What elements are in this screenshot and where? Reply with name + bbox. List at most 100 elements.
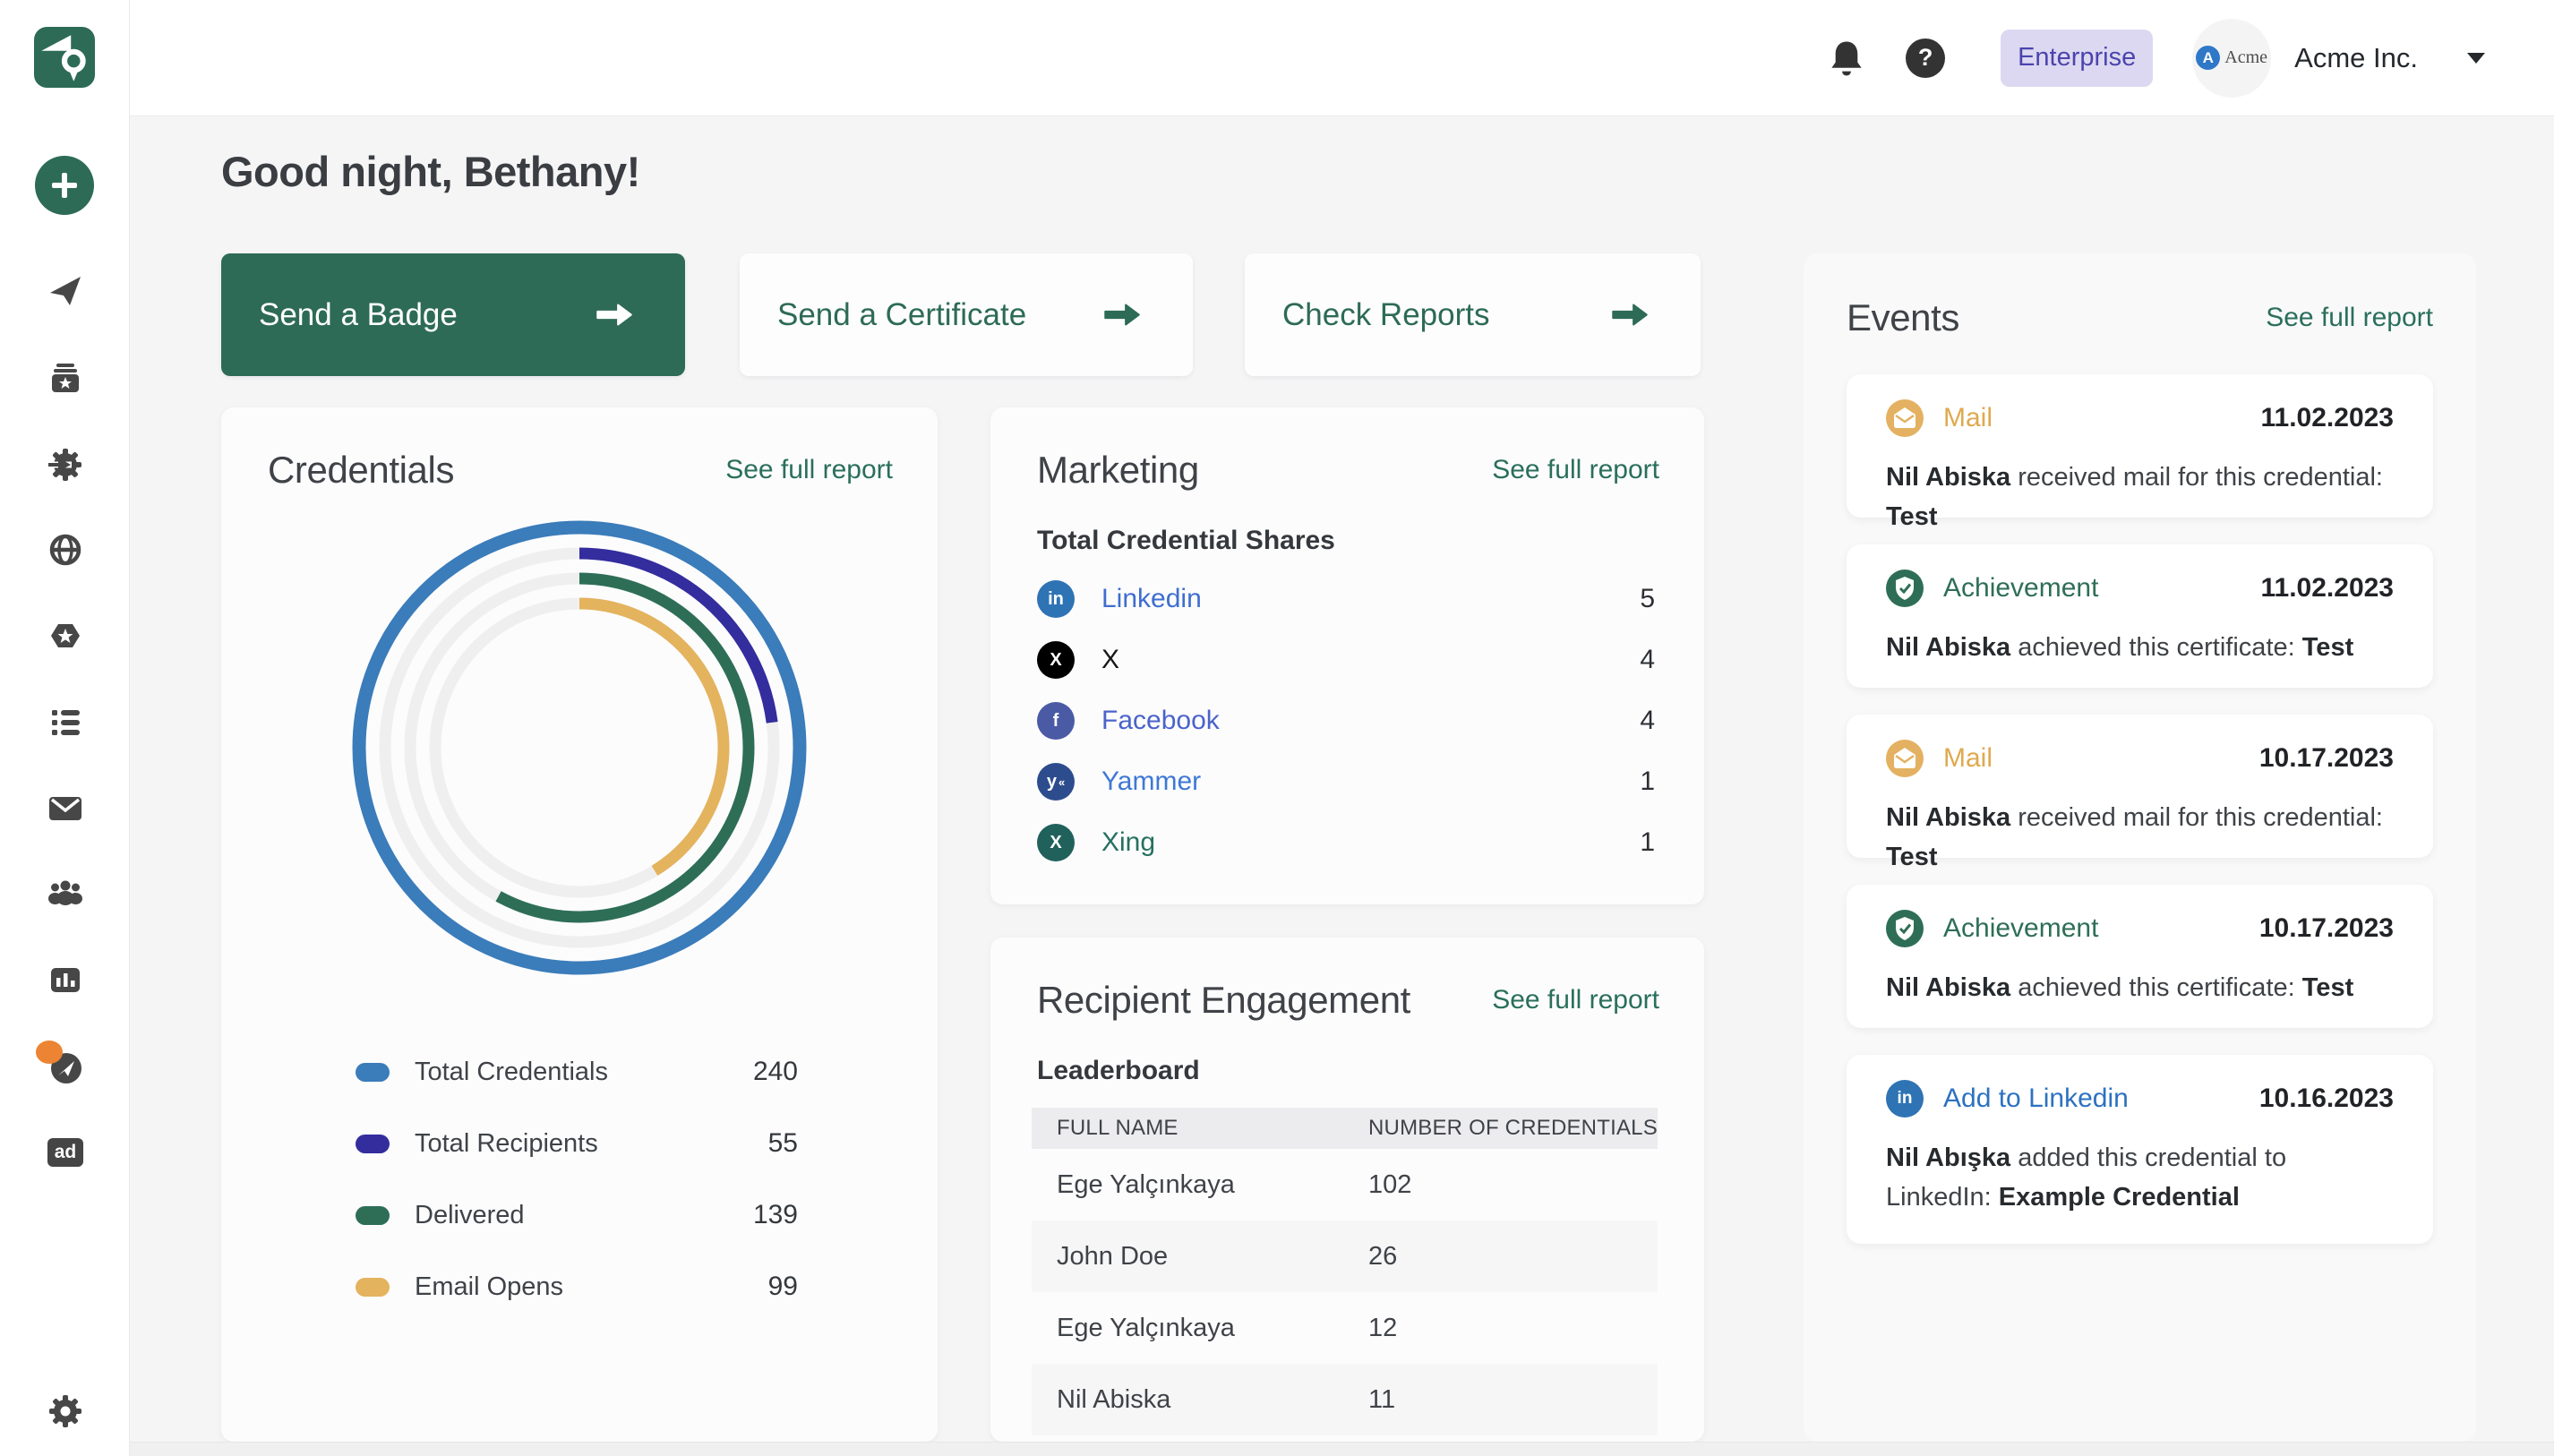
marketing-title: Marketing bbox=[1037, 449, 1199, 491]
share-count: 1 bbox=[1640, 827, 1655, 857]
credentials-card: Credentials See full report Total Creden… bbox=[221, 407, 938, 1442]
recipient-name: Ege Yalçınkaya bbox=[1057, 1313, 1235, 1342]
platform-link[interactable]: Facebook bbox=[1101, 706, 1220, 735]
legend-label: Total Recipients bbox=[415, 1128, 598, 1158]
app-logo-certificate-icon[interactable] bbox=[34, 27, 95, 88]
sidebar-item-ads[interactable]: ad bbox=[47, 1134, 84, 1171]
legend-item: Email Opens 99 bbox=[356, 1251, 798, 1323]
chevron-down-icon[interactable] bbox=[2464, 50, 2488, 66]
legend-value: 139 bbox=[752, 1200, 798, 1229]
xing-icon: X bbox=[1037, 824, 1075, 861]
legend-value: 99 bbox=[767, 1272, 798, 1301]
mail-icon bbox=[1886, 399, 1924, 437]
shield-check-icon bbox=[1886, 570, 1924, 607]
credentials-legend: Total Credentials 240 Total Recipients 5… bbox=[356, 1036, 798, 1323]
sidebar-item-send[interactable] bbox=[47, 272, 84, 310]
credentials-ring-chart bbox=[352, 520, 807, 975]
table-row: John Doe 26 bbox=[1032, 1220, 1658, 1292]
leaderboard-subtitle: Leaderboard bbox=[1037, 1056, 1200, 1085]
event-date: 11.02.2023 bbox=[2260, 573, 2395, 603]
sidebar-item-lists[interactable] bbox=[47, 704, 84, 741]
linkedin-icon: in bbox=[1886, 1080, 1924, 1118]
recipient-name: Ege Yalçınkaya bbox=[1057, 1169, 1235, 1199]
column-full-name: FULL NAME bbox=[1057, 1116, 1178, 1140]
bar-chart-icon bbox=[51, 968, 80, 992]
sidebar-item-recipients[interactable] bbox=[47, 873, 84, 911]
sidebar-item-settings[interactable] bbox=[47, 1392, 84, 1430]
event-type-label: Mail bbox=[1943, 743, 1993, 773]
event-description: Nil Abiska received mail for this creden… bbox=[1886, 463, 2383, 531]
create-plus-button[interactable] bbox=[35, 156, 94, 215]
share-count: 4 bbox=[1640, 706, 1655, 735]
mail-icon bbox=[1886, 740, 1924, 777]
send-badge-button[interactable]: Send a Badge bbox=[221, 253, 685, 376]
event-type-label: Add to Linkedin bbox=[1943, 1083, 2129, 1113]
sidebar-item-emails[interactable] bbox=[47, 790, 84, 827]
shield-check-icon bbox=[1886, 910, 1924, 947]
marketing-report-link[interactable]: See full report bbox=[1492, 455, 1659, 484]
platform-link[interactable]: Xing bbox=[1101, 827, 1156, 857]
credential-count: 102 bbox=[1368, 1169, 1412, 1199]
share-row-facebook: f Facebook 4 bbox=[1037, 690, 1655, 751]
facebook-icon: f bbox=[1037, 702, 1075, 740]
legend-swatch-yellow bbox=[356, 1277, 390, 1297]
event-date: 10.16.2023 bbox=[2258, 1083, 2394, 1113]
share-count: 4 bbox=[1640, 645, 1655, 674]
event-description: Nil Abiska achieved this certificate: Te… bbox=[1886, 973, 2354, 1002]
credential-count: 12 bbox=[1368, 1313, 1398, 1342]
ad-icon: ad bbox=[47, 1138, 83, 1167]
people-group-icon bbox=[48, 880, 82, 905]
table-row: Nil Abiska 11 bbox=[1032, 1364, 1658, 1435]
event-description: Nil Abiska achieved this certificate: Te… bbox=[1886, 633, 2354, 662]
column-number-of-credentials: NUMBER OF CREDENTIALS bbox=[1368, 1116, 1658, 1140]
notifications-bell-icon[interactable] bbox=[1829, 39, 1864, 78]
platform-link[interactable]: X bbox=[1101, 645, 1120, 674]
platform-link[interactable]: Yammer bbox=[1101, 767, 1202, 796]
event-description: Nil Abışka added this credential to Link… bbox=[1886, 1143, 2287, 1212]
check-reports-button[interactable]: Check Reports bbox=[1245, 253, 1701, 376]
share-row-yammer: y « Yammer 1 bbox=[1037, 751, 1655, 812]
event-date: 10.17.2023 bbox=[2258, 743, 2394, 773]
sidebar-item-analytics[interactable] bbox=[47, 961, 84, 998]
org-avatar[interactable]: A Acme bbox=[2192, 18, 2272, 98]
gear-arrow-icon bbox=[47, 449, 81, 481]
share-row-x: X X 4 bbox=[1037, 630, 1655, 690]
sidebar: ad bbox=[0, 0, 130, 1456]
org-name[interactable]: Acme Inc. bbox=[2294, 41, 2418, 73]
send-badge-label: Send a Badge bbox=[259, 296, 458, 332]
marketing-subtitle: Total Credential Shares bbox=[1037, 526, 1335, 555]
events-report-link[interactable]: See full report bbox=[2266, 303, 2433, 332]
topbar: ? Enterprise A Acme Acme Inc. bbox=[130, 0, 2554, 116]
events-panel: Events See full report Mail 11.02.2023 bbox=[1804, 253, 2476, 1442]
credential-count: 26 bbox=[1368, 1241, 1398, 1271]
event-type-label: Mail bbox=[1943, 403, 1993, 433]
arrow-right-icon bbox=[596, 304, 632, 326]
share-count: 1 bbox=[1640, 767, 1655, 796]
legend-swatch-green bbox=[356, 1205, 390, 1225]
send-certificate-label: Send a Certificate bbox=[777, 296, 1027, 332]
events-list: Mail 11.02.2023 Nil Abiska received mail… bbox=[1847, 374, 2433, 1244]
horizontal-scrollbar-track[interactable] bbox=[130, 1442, 2554, 1456]
sidebar-item-integrations[interactable] bbox=[47, 446, 84, 484]
legend-label: Total Credentials bbox=[415, 1057, 608, 1086]
event-type-label: Achievement bbox=[1943, 573, 2099, 603]
legend-item: Total Credentials 240 bbox=[356, 1036, 798, 1108]
main-content: Good night, Bethany! Send a Badge Send a… bbox=[130, 116, 2554, 1456]
help-icon[interactable]: ? bbox=[1906, 38, 1946, 78]
share-row-linkedin: in Linkedin 5 bbox=[1037, 569, 1655, 630]
sidebar-item-domain[interactable] bbox=[47, 531, 84, 569]
sidebar-item-badges[interactable] bbox=[47, 617, 84, 655]
enterprise-button[interactable]: Enterprise bbox=[2001, 29, 2154, 87]
platform-link[interactable]: Linkedin bbox=[1101, 584, 1202, 613]
credentials-report-link[interactable]: See full report bbox=[725, 455, 893, 484]
share-count: 5 bbox=[1640, 584, 1655, 613]
send-certificate-button[interactable]: Send a Certificate bbox=[740, 253, 1193, 376]
sidebar-item-collections[interactable] bbox=[47, 360, 84, 398]
sidebar-item-discover[interactable] bbox=[36, 1041, 84, 1085]
engagement-report-link[interactable]: See full report bbox=[1492, 985, 1659, 1015]
globe-icon bbox=[49, 534, 81, 566]
leaderboard-table: FULL NAME NUMBER OF CREDENTIALS Ege Yalç… bbox=[1032, 1108, 1658, 1435]
legend-label: Email Opens bbox=[415, 1272, 564, 1301]
table-row: Ege Yalçınkaya 102 bbox=[1032, 1149, 1658, 1220]
credential-count: 11 bbox=[1368, 1384, 1396, 1414]
